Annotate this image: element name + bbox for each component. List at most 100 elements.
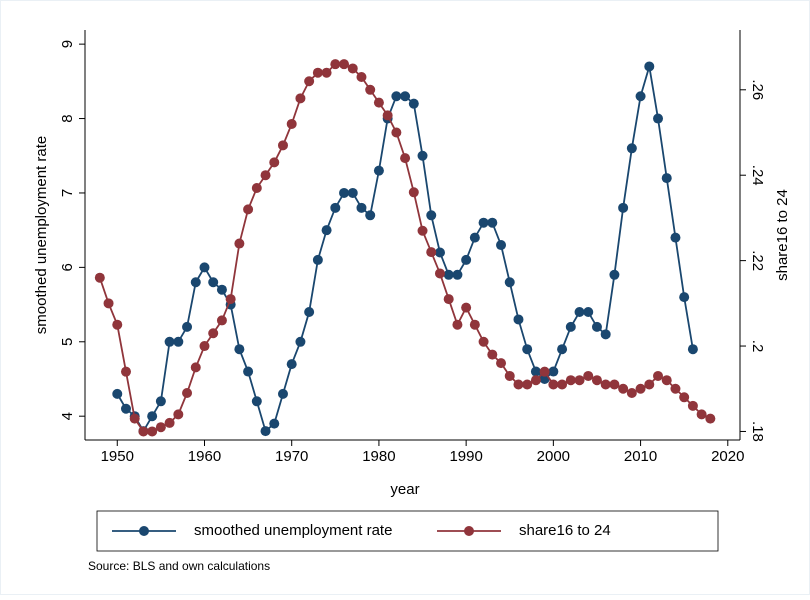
- y-tick-label: 5: [59, 338, 76, 346]
- point: [321, 225, 332, 236]
- point: [304, 307, 315, 318]
- point: [687, 344, 698, 355]
- point: [434, 268, 445, 279]
- point: [504, 277, 515, 288]
- y-tick-label: 4: [59, 412, 76, 420]
- point: [522, 379, 533, 390]
- y2-tick-label: .24: [749, 165, 766, 186]
- legend-marker: [464, 526, 474, 536]
- point: [408, 187, 419, 198]
- point: [583, 307, 594, 318]
- point: [243, 366, 254, 377]
- point: [391, 91, 402, 102]
- point: [295, 336, 306, 347]
- point: [653, 370, 664, 381]
- point: [216, 315, 227, 326]
- x-tick-label: 1950: [101, 448, 134, 465]
- point: [400, 153, 411, 164]
- point: [522, 344, 533, 355]
- y-tick-label: 7: [59, 189, 76, 197]
- legend-box: [96, 510, 719, 552]
- x-tick-label: 1980: [362, 448, 395, 465]
- point: [469, 232, 480, 243]
- point: [644, 379, 655, 390]
- point: [461, 254, 472, 265]
- point: [417, 150, 428, 161]
- point: [234, 238, 245, 249]
- point: [417, 225, 428, 236]
- point: [312, 67, 323, 78]
- point: [103, 298, 114, 309]
- point: [530, 375, 541, 386]
- point: [504, 370, 515, 381]
- y-tick-label: 9: [59, 40, 76, 48]
- point: [618, 383, 629, 394]
- point: [469, 319, 480, 330]
- point: [190, 362, 201, 373]
- point: [251, 396, 262, 407]
- point: [565, 375, 576, 386]
- y2-axis-label: share16 to 24: [774, 189, 791, 281]
- point: [513, 379, 524, 390]
- point: [182, 388, 193, 399]
- point: [182, 321, 193, 332]
- point: [635, 91, 646, 102]
- point: [600, 379, 611, 390]
- point: [321, 67, 332, 78]
- point: [600, 329, 611, 340]
- point: [609, 379, 620, 390]
- point: [155, 396, 166, 407]
- point: [443, 269, 454, 280]
- point: [653, 113, 664, 124]
- point: [147, 411, 158, 422]
- point: [120, 403, 131, 414]
- legend-marker: [139, 526, 149, 536]
- point: [138, 426, 149, 437]
- point: [487, 217, 498, 228]
- legend-label: smoothed unemployment rate: [194, 522, 392, 539]
- x-tick-label: 1990: [449, 448, 482, 465]
- point: [591, 375, 602, 386]
- point: [609, 269, 620, 280]
- point: [234, 344, 245, 355]
- point: [574, 307, 585, 318]
- point: [696, 409, 707, 420]
- point: [539, 366, 550, 377]
- point: [251, 183, 262, 194]
- point: [452, 319, 463, 330]
- point: [277, 388, 288, 399]
- point: [574, 375, 585, 386]
- point: [225, 294, 236, 305]
- point: [635, 383, 646, 394]
- point: [286, 359, 297, 370]
- point: [339, 59, 350, 70]
- y2-tick-label: .22: [749, 250, 766, 271]
- y2-tick-label: .2: [749, 340, 766, 353]
- point: [548, 379, 559, 390]
- point: [705, 413, 716, 424]
- point: [164, 417, 175, 428]
- point: [452, 269, 463, 280]
- point: [644, 61, 655, 72]
- point: [356, 202, 367, 213]
- point: [373, 165, 384, 176]
- point: [391, 127, 402, 138]
- point: [679, 292, 690, 303]
- legend-label: share16 to 24: [519, 522, 611, 539]
- point: [478, 336, 489, 347]
- point: [208, 277, 219, 288]
- point: [513, 314, 524, 325]
- point: [557, 344, 568, 355]
- x-tick-label: 2000: [537, 448, 570, 465]
- point: [112, 319, 123, 330]
- point: [260, 426, 271, 437]
- point: [496, 358, 507, 369]
- point: [164, 336, 175, 347]
- x-tick-label: 2020: [711, 448, 744, 465]
- point: [373, 97, 384, 108]
- point: [679, 392, 690, 403]
- note: Source: BLS and own calculations: [88, 559, 270, 573]
- point: [347, 63, 358, 74]
- point: [155, 422, 166, 433]
- y2-tick-label: .26: [749, 79, 766, 100]
